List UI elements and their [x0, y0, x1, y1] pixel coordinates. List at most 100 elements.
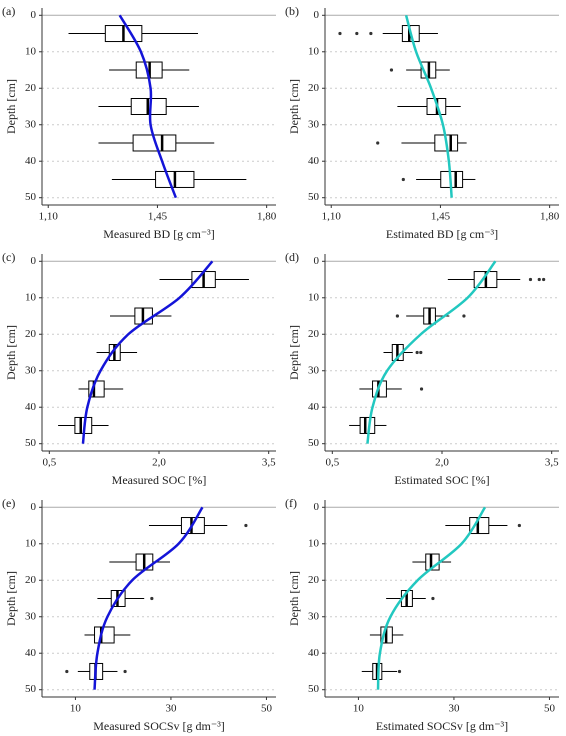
y-tick-label: 30 — [25, 364, 37, 376]
panel-label: (a) — [2, 4, 15, 18]
x-tick-label: 1,80 — [257, 211, 277, 223]
x-axis-label: Estimated SOCSv [g dm⁻³] — [376, 719, 508, 733]
outlier — [338, 31, 342, 36]
x-tick-label: 1,10 — [322, 211, 342, 223]
y-tick-label: 50 — [25, 191, 37, 203]
smooth-curve — [93, 506, 204, 690]
outlier — [419, 387, 424, 391]
x-tick-label: 30 — [165, 703, 177, 715]
outlier — [123, 669, 127, 674]
x-tick-label: 2,0 — [435, 457, 449, 469]
y-tick-label: 30 — [25, 118, 37, 130]
y-tick-label: 20 — [308, 82, 320, 94]
x-axis-label: Measured SOCSv [g dm⁻³] — [93, 719, 225, 733]
x-tick-label: 1,10 — [39, 211, 59, 223]
box — [359, 416, 376, 434]
panel: (f) Depth [cm] Estimated SOCSv [g dm⁻³] 0 10… — [285, 496, 559, 733]
y-tick-label: 20 — [308, 328, 320, 340]
y-tick-label: 50 — [308, 683, 320, 695]
y-tick-label: 20 — [25, 574, 37, 586]
x-tick-label: 1,80 — [540, 211, 560, 223]
x-tick-label: 1,45 — [148, 211, 168, 223]
y-tick-label: 30 — [308, 118, 320, 130]
y-tick-label: 40 — [308, 647, 320, 659]
y-axis-label: Depth [cm] — [287, 79, 301, 134]
panel-label: (f) — [285, 496, 297, 510]
panel-label: (e) — [2, 496, 15, 510]
y-axis-label: Depth [cm] — [287, 325, 301, 380]
y-tick-label: 10 — [25, 45, 37, 57]
y-tick-label: 40 — [308, 155, 320, 167]
y-axis-label: Depth [cm] — [4, 571, 18, 626]
x-tick-label: 1,45 — [431, 211, 451, 223]
smooth-curve — [118, 14, 178, 199]
x-tick-label: 2,0 — [152, 457, 166, 469]
panel: (b) Depth [cm] Estimated BD [g cm⁻³] 0 10 20 3… — [285, 4, 560, 241]
panel: (e) Depth [cm] Measured SOCSv [g dm⁻³] 0 10 2… — [2, 496, 276, 733]
x-axis-label: Estimated BD [g cm⁻³] — [386, 227, 498, 241]
y-tick-label: 40 — [25, 647, 37, 659]
outlier — [369, 31, 373, 36]
smooth-curve — [366, 260, 497, 444]
panel-label: (b) — [285, 4, 299, 18]
panel-label: (d) — [285, 250, 299, 264]
y-tick-label: 40 — [25, 401, 37, 413]
x-axis-label: Measured SOC [%] — [112, 473, 207, 487]
y-tick-label: 0 — [314, 501, 320, 513]
outlier — [462, 314, 466, 318]
smooth-curve — [376, 506, 487, 690]
outlier — [419, 350, 423, 355]
outlier — [376, 141, 380, 145]
box — [94, 626, 115, 644]
box — [401, 25, 420, 43]
outlier — [528, 277, 533, 282]
y-tick-label: 10 — [308, 537, 320, 549]
panel: (c) Depth [cm] Measured SOC [%] 0 10 20 30 40 50… — [2, 250, 276, 487]
x-axis-label: Measured BD [g cm⁻³] — [103, 227, 215, 241]
outlier — [537, 277, 541, 282]
smooth-curve — [81, 260, 214, 444]
smooth-curve — [404, 14, 453, 198]
panel: (d) Depth [cm] Estimated SOC [%] 0 10 20 30 40 5… — [285, 250, 559, 487]
x-axis-label: Estimated SOC [%] — [394, 473, 489, 487]
outlier — [415, 350, 419, 355]
outlier — [431, 596, 435, 601]
x-tick-label: 50 — [544, 703, 556, 715]
box — [180, 517, 205, 535]
x-tick-label: 50 — [261, 703, 273, 715]
y-tick-label: 10 — [308, 291, 320, 303]
x-tick-label: 3,5 — [262, 457, 276, 469]
outlier — [65, 669, 69, 674]
y-tick-label: 50 — [308, 437, 320, 449]
outlier — [395, 314, 399, 318]
box — [132, 134, 177, 152]
outlier — [542, 277, 546, 282]
outlier — [401, 177, 405, 182]
outlier — [397, 669, 402, 674]
x-tick-label: 0,5 — [42, 457, 56, 469]
y-tick-label: 0 — [314, 255, 320, 267]
outlier — [244, 523, 248, 528]
y-tick-label: 40 — [25, 155, 37, 167]
y-tick-label: 20 — [25, 82, 37, 94]
x-tick-label: 0,5 — [325, 457, 339, 469]
y-tick-label: 50 — [25, 437, 37, 449]
y-tick-label: 30 — [25, 610, 37, 622]
x-tick-label: 30 — [448, 703, 460, 715]
y-tick-label: 10 — [25, 537, 37, 549]
y-tick-label: 30 — [308, 364, 320, 376]
y-tick-label: 10 — [25, 291, 37, 303]
y-axis-label: Depth [cm] — [4, 325, 18, 380]
panel-label: (c) — [2, 250, 15, 264]
y-tick-label: 30 — [308, 610, 320, 622]
y-tick-label: 50 — [25, 683, 37, 695]
y-tick-label: 40 — [308, 401, 320, 413]
x-tick-label: 10 — [353, 703, 365, 715]
y-tick-label: 0 — [31, 9, 37, 21]
panel: (a) Depth [cm] Measured BD [g cm⁻³] 0 10 20 30… — [2, 4, 277, 241]
y-axis-label: Depth [cm] — [4, 79, 18, 134]
x-tick-label: 10 — [70, 703, 82, 715]
outlier — [389, 68, 394, 72]
y-tick-label: 0 — [314, 9, 320, 21]
